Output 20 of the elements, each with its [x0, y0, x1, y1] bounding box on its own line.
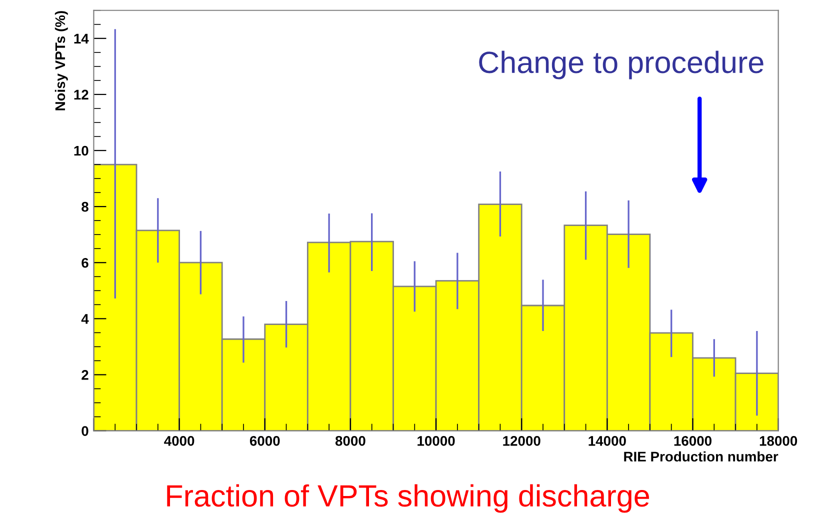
x-tick-label: 4000: [164, 436, 194, 446]
x-tick-label: 8000: [335, 436, 366, 446]
y-tick-label: 0: [82, 426, 88, 436]
y-axis-title: Noisy VPTs (%): [54, 11, 68, 110]
text: Fraction of VPTs showing discharge: [167, 484, 650, 513]
x-tick-label: 12000: [503, 436, 540, 446]
y-tick-label: 14: [74, 34, 89, 44]
y-tick-label: 4: [81, 314, 89, 324]
x-tick-label: 14000: [588, 436, 626, 446]
x-tick-label: 18000: [760, 436, 798, 446]
annotation: Change to procedure: [479, 50, 764, 80]
x-axis-title: RIE Production number: [624, 451, 778, 462]
y-tick-label: 12: [74, 90, 88, 100]
y-tick-label: 6: [82, 258, 88, 268]
y-tick-label: 10: [74, 146, 88, 156]
y-tick-label: 8: [82, 202, 88, 212]
x-tick-label: 16000: [674, 436, 712, 446]
x-tick-label: 6000: [250, 436, 280, 446]
x-tick-label: 10000: [418, 436, 455, 446]
y-tick-label: 2: [82, 370, 88, 380]
